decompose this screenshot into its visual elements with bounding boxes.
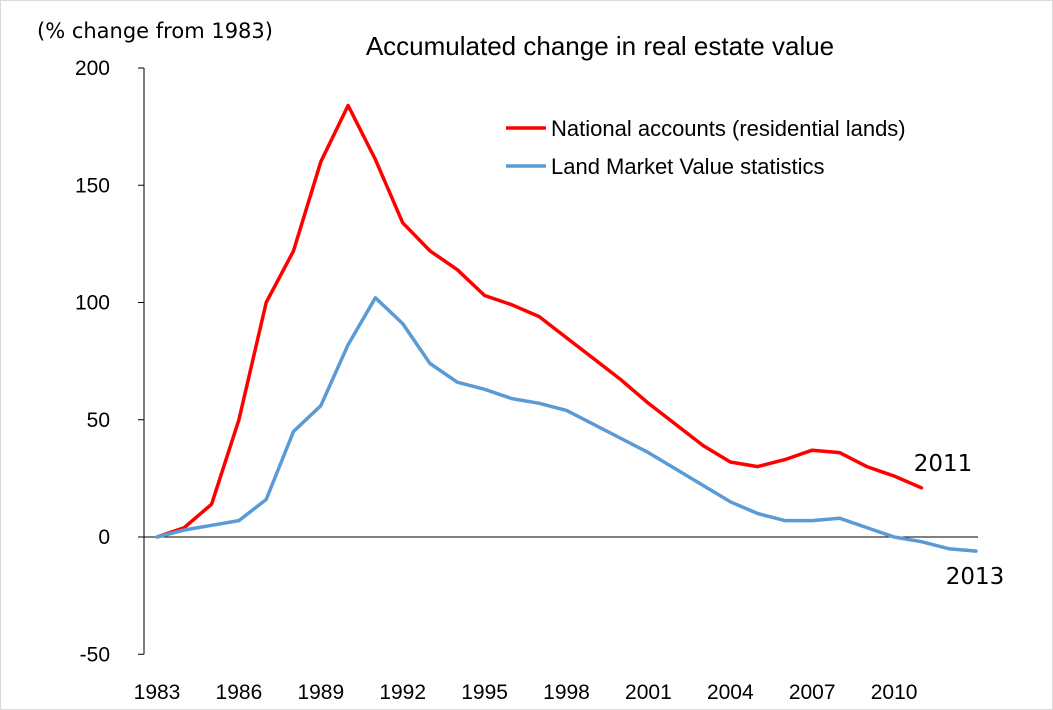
series-layer: 2011 2013 [155, 103, 1005, 590]
series-line-1 [155, 296, 978, 553]
legend: National accounts (residential lands) Lan… [506, 116, 906, 179]
x-tick-label: 1992 [379, 681, 426, 704]
x-tick-label: 1995 [461, 681, 508, 704]
series-end-label-0: 2011 [914, 451, 973, 477]
legend-label-0: National accounts (residential lands) [551, 116, 906, 141]
chart-title: Accumulated change in real estate value [366, 31, 834, 61]
y-tick-label: -50 [80, 643, 110, 666]
axes: -50 0 50 100 150 200 1983 1986 1989 1992 1995 1998 2… [75, 57, 978, 704]
series-end-label-1: 2013 [946, 564, 1005, 590]
x-tick-label: 2007 [789, 681, 836, 704]
y-tick-label: 150 [75, 174, 110, 197]
series-line-0 [155, 103, 924, 539]
x-tick-label: 1986 [216, 681, 263, 704]
x-tick-label: 2010 [871, 681, 918, 704]
x-tick-label: 1998 [543, 681, 590, 704]
y-tick-label: 50 [87, 409, 110, 432]
x-tick-label: 2004 [707, 681, 754, 704]
legend-label-1: Land Market Value statistics [551, 154, 825, 179]
y-axis-label: (% change from 1983) [37, 19, 273, 43]
x-tick-label: 1983 [134, 681, 181, 704]
x-tick-label: 2001 [625, 681, 672, 704]
y-tick-label: 0 [98, 526, 110, 549]
y-tick-label: 200 [75, 57, 110, 80]
y-tick-label: 100 [75, 292, 110, 315]
x-tick-label: 1989 [297, 681, 344, 704]
